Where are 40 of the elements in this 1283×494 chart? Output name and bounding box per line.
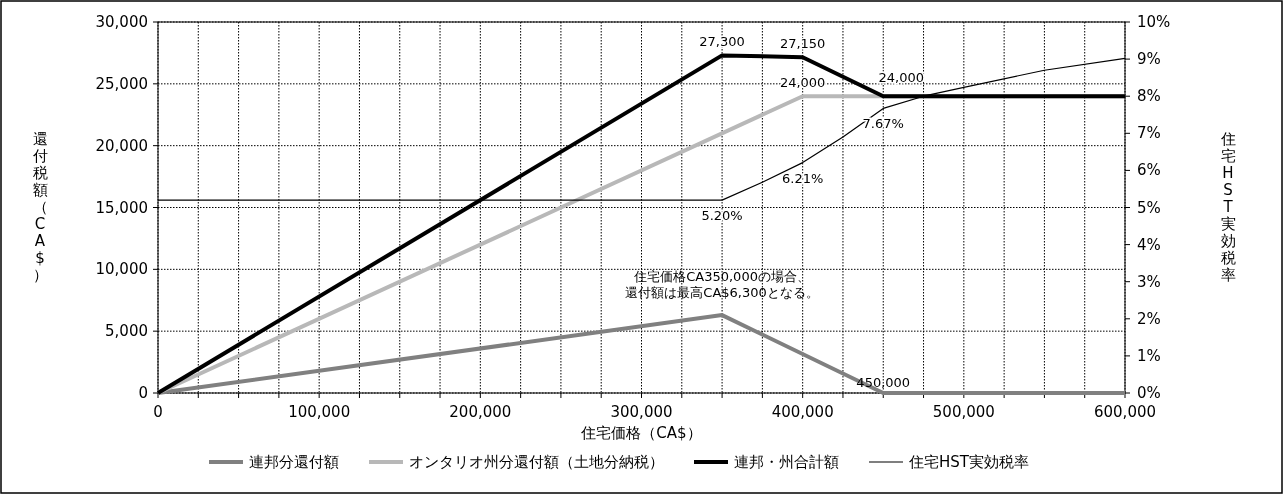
legend-label: 連邦分還付額 [249, 453, 339, 471]
y2-tick-label: 6% [1137, 161, 1161, 180]
y2-tick-label: 8% [1137, 87, 1161, 106]
legend-label: オンタリオ州分還付額（土地分納税） [409, 453, 664, 471]
y2-tick-label: 4% [1137, 235, 1161, 254]
data-label: 24,000 [878, 70, 924, 86]
y2-tick-label: 5% [1137, 198, 1161, 217]
y2-tick-label: 3% [1137, 272, 1161, 291]
y2-tick-label: 9% [1137, 50, 1161, 69]
x-axis-title: 住宅価格（CA$） [580, 424, 702, 442]
x-tick-label: 300,000 [610, 403, 673, 421]
legend-label: 住宅HST実効税率 [908, 453, 1029, 471]
data-label: 6.21% [782, 170, 824, 186]
x-tick-label: 600,000 [1093, 403, 1157, 421]
data-label: 24,000 [779, 75, 826, 91]
y2-tick-label: 2% [1137, 309, 1161, 328]
y2-tick-label: 7% [1137, 124, 1161, 143]
x-tick-label: 400,000 [771, 403, 834, 421]
y-tick-label: 25,000 [95, 74, 148, 93]
x-tick-label: 200,000 [449, 403, 512, 421]
y-tick-label: 30,000 [95, 13, 148, 31]
x-tick-label: 100,000 [288, 403, 351, 421]
text: 還付税額（CA$） [32, 130, 48, 284]
x-tick-label: 500,000 [932, 403, 995, 421]
data-label: 7.67% [862, 116, 904, 132]
y2-tick-label: 0% [1137, 384, 1161, 402]
x-tick-label: 0 [153, 403, 163, 421]
y2-tick-label: 10% [1137, 13, 1171, 31]
y-tick-label: 0 [138, 384, 148, 402]
y-tick-label: 20,000 [95, 136, 148, 155]
y-tick-label: 5,000 [105, 322, 148, 341]
data-label: 5.20% [701, 208, 743, 224]
y-tick-label: 10,000 [95, 260, 148, 279]
legend-label: 連邦・州合計額 [734, 453, 839, 471]
y-tick-label: 15,000 [95, 198, 148, 217]
annotation: 450,000 [856, 375, 911, 390]
text: 住宅HST実効税率 [1220, 130, 1236, 284]
y2-tick-label: 1% [1137, 346, 1161, 365]
data-label: 27,300 [699, 34, 745, 50]
data-label: 27,150 [779, 36, 826, 52]
